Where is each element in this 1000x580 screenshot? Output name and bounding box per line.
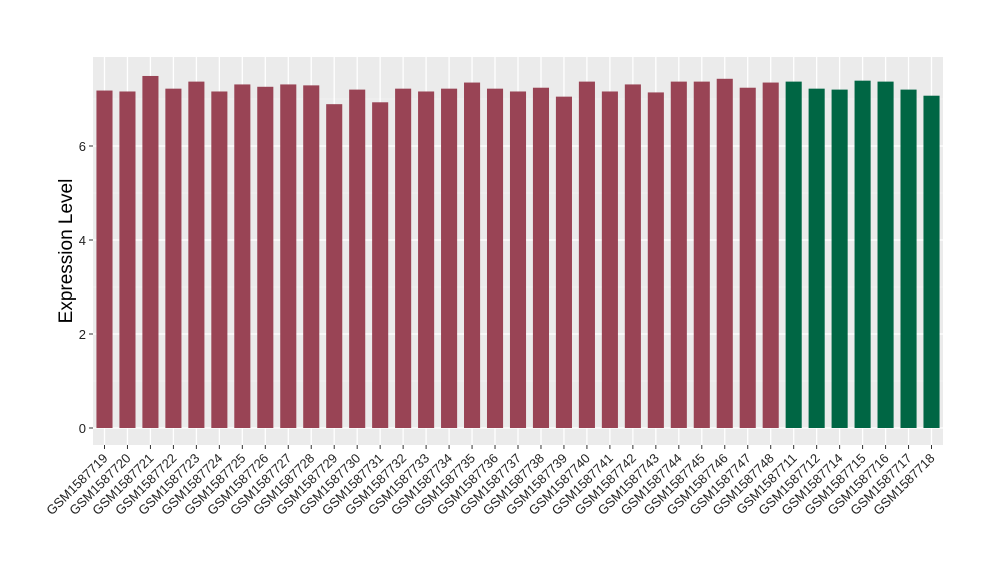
y-tick-label: 4	[79, 233, 86, 248]
y-tick-label: 0	[79, 421, 86, 436]
bar-gsm1587725	[234, 84, 251, 429]
bar-gsm1587744	[670, 81, 687, 429]
bar-gsm1587724	[211, 91, 228, 428]
bar-gsm1587734	[441, 88, 458, 428]
bar-gsm1587716	[877, 81, 894, 429]
y-tick-label: 6	[79, 139, 86, 154]
bar-gsm1587747	[739, 87, 756, 428]
bar-gsm1587711	[785, 81, 802, 429]
bar-gsm1587722	[165, 88, 182, 428]
bar-gsm1587720	[119, 91, 136, 428]
bar-gsm1587730	[349, 89, 366, 428]
bar-gsm1587742	[624, 84, 641, 429]
bar-gsm1587728	[303, 85, 320, 429]
bar-gsm1587738	[532, 87, 550, 428]
bar-gsm1587748	[762, 82, 779, 429]
y-axis-title: Expression Level	[56, 179, 77, 324]
bar-gsm1587718	[923, 95, 940, 429]
bar-gsm1587721	[142, 75, 159, 428]
bar-gsm1587723	[188, 81, 205, 429]
bar-gsm1587717	[900, 89, 917, 428]
bar-gsm1587746	[716, 78, 733, 428]
bar-gsm1587737	[509, 91, 527, 428]
bar-gsm1587736	[486, 88, 504, 428]
bar-gsm1587733	[418, 91, 435, 428]
bar-gsm1587732	[395, 88, 412, 428]
bar-gsm1587739	[555, 96, 572, 429]
bar-gsm1587743	[647, 92, 664, 429]
bar-gsm1587745	[693, 81, 710, 429]
bar-gsm1587740	[578, 81, 595, 429]
bars	[96, 75, 940, 429]
bar-gsm1587727	[280, 84, 297, 429]
x-axis: GSM1587719GSM1587720GSM1587721GSM1587722…	[43, 445, 938, 518]
bar-gsm1587719	[96, 90, 113, 428]
bar-gsm1587741	[601, 91, 618, 428]
bar-gsm1587729	[326, 104, 343, 429]
bar-gsm1587735	[464, 82, 481, 429]
bar-gsm1587731	[372, 102, 389, 428]
bar-gsm1587712	[808, 88, 825, 428]
y-tick-label: 2	[79, 327, 86, 342]
bar-gsm1587714	[831, 89, 848, 428]
bar-gsm1587715	[854, 80, 871, 429]
y-axis: 0 2 4 6	[79, 139, 93, 436]
bar-gsm1587726	[257, 86, 274, 428]
